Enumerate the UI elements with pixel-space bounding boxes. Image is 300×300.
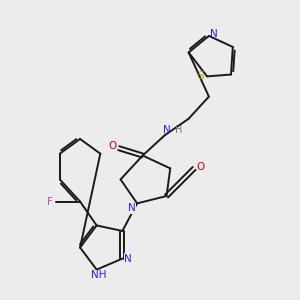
Text: NH: NH bbox=[91, 270, 106, 280]
Text: N: N bbox=[128, 203, 136, 213]
Text: O: O bbox=[196, 162, 205, 172]
Text: N: N bbox=[124, 254, 132, 264]
Text: N: N bbox=[210, 29, 218, 39]
Text: F: F bbox=[47, 196, 53, 206]
Text: H: H bbox=[175, 125, 182, 136]
Text: O: O bbox=[108, 141, 117, 151]
Text: S: S bbox=[197, 71, 204, 81]
Text: N: N bbox=[163, 125, 170, 136]
